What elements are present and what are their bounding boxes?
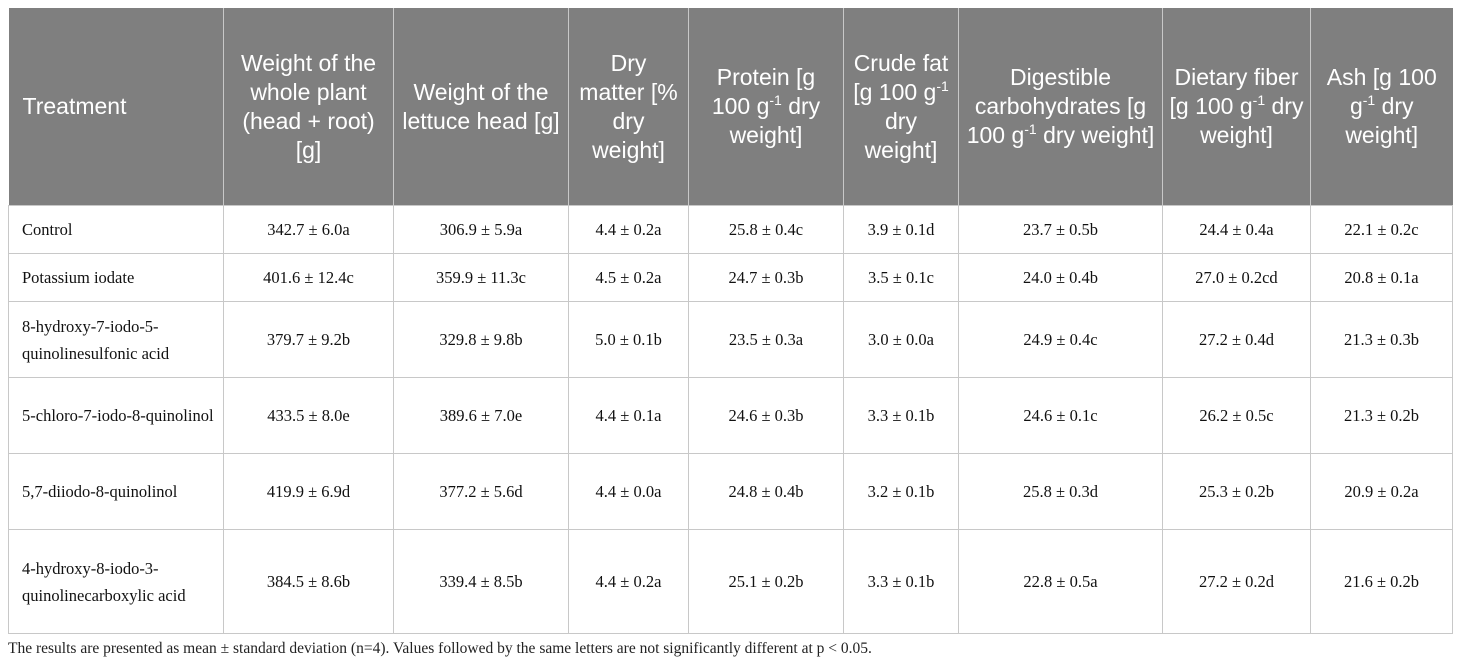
header-text: dry weight] — [729, 93, 821, 148]
value-cell: 3.3 ± 0.1b — [843, 377, 959, 454]
header-text: Dietary fiber [g 100 g — [1169, 64, 1299, 119]
value-cell: 5.0 ± 0.1b — [568, 301, 689, 378]
value-cell: 359.9 ± 11.3c — [393, 253, 569, 302]
header-text: Protein [g 100 g — [711, 64, 816, 119]
header-text: dry weight] — [1345, 93, 1419, 148]
value-cell: 23.5 ± 0.3a — [688, 301, 844, 378]
header-cell: Weight of the whole plant (head + root) … — [223, 8, 394, 206]
header-text: dry weight] — [864, 107, 938, 163]
value-cell: 27.0 ± 0.2cd — [1162, 253, 1311, 302]
value-cell: 25.3 ± 0.2b — [1162, 453, 1311, 530]
table-row: Control 342.7 ± 6.0a 306.9 ± 5.9a 4.4 ± 0.2… — [8, 205, 1453, 254]
value-cell: 401.6 ± 12.4c — [223, 253, 394, 302]
value-cell: 419.9 ± 6.9d — [223, 453, 394, 530]
header-text: dry weight] — [1036, 122, 1155, 148]
value-cell: 24.4 ± 0.4a — [1162, 205, 1311, 254]
header-cell: Dietary fiber [g 100 g-1 dry weight] — [1162, 8, 1311, 206]
treatment-cell: Potassium iodate — [8, 253, 224, 302]
value-cell: 23.7 ± 0.5b — [958, 205, 1163, 254]
header-superscript: -1 — [936, 77, 949, 94]
value-cell: 24.9 ± 0.4c — [958, 301, 1163, 378]
value-cell: 379.7 ± 9.2b — [223, 301, 394, 378]
header-superscript: -1 — [1024, 121, 1037, 137]
value-cell: 3.2 ± 0.1b — [843, 453, 959, 530]
data-table: Treatment Weight of the whole plant (head… — [8, 8, 1453, 634]
value-cell: 21.3 ± 0.2b — [1310, 377, 1453, 454]
header-text: Digestible carbohydrates [g 100 g — [966, 64, 1147, 148]
value-cell: 377.2 ± 5.6d — [393, 453, 569, 530]
table-row: Potassium iodate 401.6 ± 12.4c 359.9 ± 11.… — [8, 253, 1453, 302]
value-cell: 4.4 ± 0.2a — [568, 529, 689, 634]
value-cell: 4.5 ± 0.2a — [568, 253, 689, 302]
value-cell: 22.1 ± 0.2c — [1310, 205, 1453, 254]
header-superscript: -1 — [1362, 92, 1376, 108]
treatment-cell: 5-chloro-7-iodo-8-quinolinol — [8, 377, 224, 454]
header-cell: Dry matter [% dry weight] — [568, 8, 689, 206]
table-row: 8-hydroxy-7-iodo-5-quinolinesulfonic aci… — [8, 301, 1453, 378]
value-cell: 4.4 ± 0.0a — [568, 453, 689, 530]
value-cell: 24.0 ± 0.4b — [958, 253, 1163, 302]
value-cell: 25.8 ± 0.4c — [688, 205, 844, 254]
value-cell: 24.6 ± 0.1c — [958, 377, 1163, 454]
value-cell: 4.4 ± 0.1a — [568, 377, 689, 454]
value-cell: 20.8 ± 0.1a — [1310, 253, 1453, 302]
treatment-cell: 8-hydroxy-7-iodo-5-quinolinesulfonic aci… — [8, 301, 224, 378]
value-cell: 24.6 ± 0.3b — [688, 377, 844, 454]
value-cell: 22.8 ± 0.5a — [958, 529, 1163, 634]
header-cell: Digestible carbohydrates [g 100 g-1 dry … — [958, 8, 1163, 206]
treatment-cell: 5,7-diiodo-8-quinolinol — [8, 453, 224, 530]
treatment-cell: 4-hydroxy-8-iodo-3-quinolinecarboxylic a… — [8, 529, 224, 634]
value-cell: 433.5 ± 8.0e — [223, 377, 394, 454]
header-cell: Ash [g 100 g-1 dry weight] — [1310, 8, 1453, 206]
value-cell: 27.2 ± 0.4d — [1162, 301, 1311, 378]
header-text: dry weight] — [1200, 93, 1304, 148]
header-cell: Crude fat [g 100 g-1 dry weight] — [843, 8, 959, 206]
value-cell: 3.0 ± 0.0a — [843, 301, 959, 378]
value-cell: 342.7 ± 6.0a — [223, 205, 394, 254]
value-cell: 25.8 ± 0.3d — [958, 453, 1163, 530]
header-superscript: -1 — [769, 92, 782, 108]
table-body: Control 342.7 ± 6.0a 306.9 ± 5.9a 4.4 ± 0.2… — [8, 205, 1453, 634]
footnote: The results are presented as mean ± stan… — [8, 640, 872, 657]
value-cell: 384.5 ± 8.6b — [223, 529, 394, 634]
value-cell: 329.8 ± 9.8b — [393, 301, 569, 378]
treatment-cell: Control — [8, 205, 224, 254]
value-cell: 3.3 ± 0.1b — [843, 529, 959, 634]
header-cell: Treatment — [8, 8, 224, 206]
header-text: Ash [g 100 g — [1326, 64, 1437, 119]
header-superscript: -1 — [1252, 92, 1266, 108]
header-text: Dry matter [% dry weight] — [579, 49, 678, 163]
value-cell: 20.9 ± 0.2a — [1310, 453, 1453, 530]
value-cell: 26.2 ± 0.5c — [1162, 377, 1311, 454]
value-cell: 27.2 ± 0.2d — [1162, 529, 1311, 634]
value-cell: 21.3 ± 0.3b — [1310, 301, 1453, 378]
table-row: 5,7-diiodo-8-quinolinol 419.9 ± 6.9d 377.2… — [8, 453, 1453, 530]
header-cell: Weight of the lettuce head [g] — [393, 8, 569, 206]
value-cell: 25.1 ± 0.2b — [688, 529, 844, 634]
value-cell: 3.5 ± 0.1c — [843, 253, 959, 302]
value-cell: 24.8 ± 0.4b — [688, 453, 844, 530]
header-text: Crude fat [g 100 g — [853, 49, 949, 105]
value-cell: 389.6 ± 7.0e — [393, 377, 569, 454]
value-cell: 339.4 ± 8.5b — [393, 529, 569, 634]
table-row: 4-hydroxy-8-iodo-3-quinolinecarboxylic a… — [8, 529, 1453, 634]
header-text: Weight of the whole plant (head + root) … — [240, 49, 377, 163]
value-cell: 306.9 ± 5.9a — [393, 205, 569, 254]
value-cell: 21.6 ± 0.2b — [1310, 529, 1453, 634]
header-text: Weight of the lettuce head [g] — [402, 78, 560, 134]
header-cell: Protein [g 100 g-1 dry weight] — [688, 8, 844, 206]
value-cell: 24.7 ± 0.3b — [688, 253, 844, 302]
table-row: 5-chloro-7-iodo-8-quinolinol 433.5 ± 8.0e… — [8, 377, 1453, 454]
header-row: Treatment Weight of the whole plant (head… — [8, 8, 1453, 206]
value-cell: 4.4 ± 0.2a — [568, 205, 689, 254]
header-text: Treatment — [22, 93, 127, 119]
value-cell: 3.9 ± 0.1d — [843, 205, 959, 254]
